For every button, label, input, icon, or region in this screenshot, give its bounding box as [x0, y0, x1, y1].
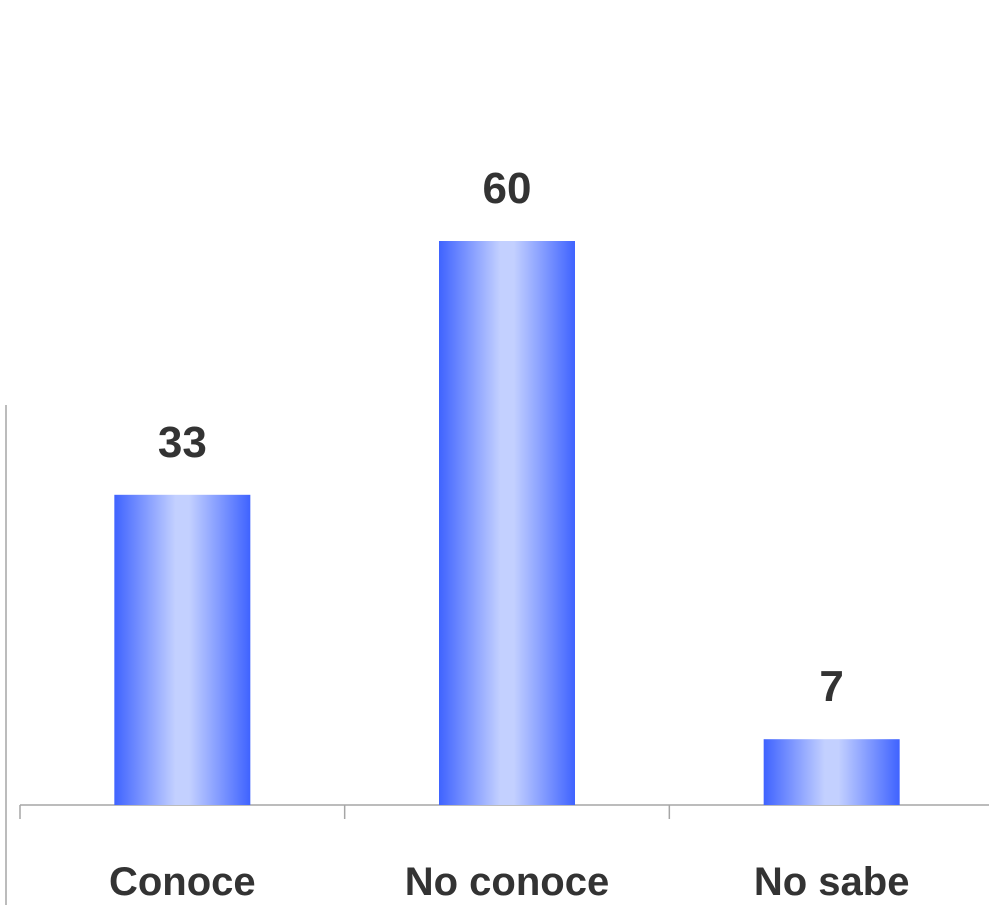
- value-label: 60: [483, 164, 532, 213]
- category-label: No conoce: [405, 860, 609, 904]
- bar-no-conoce: [439, 241, 575, 805]
- x-axis-ticks: [19, 805, 671, 819]
- category-labels-group: Conoce No conoce No sabe: [109, 860, 909, 904]
- bars-group: [114, 241, 900, 805]
- category-label: No sabe: [754, 860, 910, 904]
- value-label: 33: [158, 418, 207, 467]
- bar-conoce: [114, 494, 251, 805]
- category-label: Conoce: [109, 860, 256, 904]
- bar-no-sabe: [763, 739, 900, 805]
- value-labels-group: 33 60 7: [158, 164, 844, 711]
- value-label: 7: [819, 662, 843, 711]
